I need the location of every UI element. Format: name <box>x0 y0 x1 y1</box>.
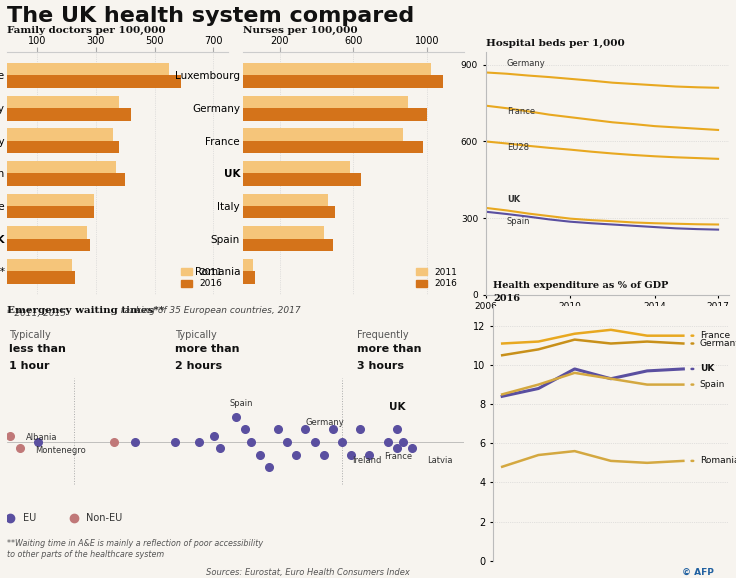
Bar <box>7 76 181 88</box>
Bar <box>7 206 94 218</box>
Legend: 2011, 2016: 2011, 2016 <box>414 266 459 290</box>
Bar <box>7 227 87 239</box>
Text: * 2011, 2015: * 2011, 2015 <box>7 309 66 318</box>
Text: 2 hours: 2 hours <box>174 361 222 372</box>
Text: Non-EU: Non-EU <box>86 513 123 523</box>
Legend: 2011, 2016: 2011, 2016 <box>179 266 224 290</box>
Text: more than: more than <box>174 344 239 354</box>
Bar <box>243 271 255 284</box>
Text: Spain: Spain <box>507 217 531 226</box>
Bar <box>243 239 333 251</box>
Text: UK: UK <box>507 195 520 204</box>
Bar <box>243 259 253 271</box>
Bar <box>243 128 403 141</box>
Bar <box>243 141 423 153</box>
Text: Montenegro: Montenegro <box>35 446 85 455</box>
Text: France: France <box>507 107 535 116</box>
Bar <box>7 173 125 186</box>
Text: Latvia: Latvia <box>427 456 453 465</box>
Text: Typically: Typically <box>9 329 51 340</box>
Bar <box>7 128 113 141</box>
Text: more than: more than <box>357 344 422 354</box>
Bar <box>243 161 350 173</box>
Text: , ranking of 35 European countries, 2017: , ranking of 35 European countries, 2017 <box>116 306 301 316</box>
Text: Sources: Eurostat, Euro Health Consumers Index: Sources: Eurostat, Euro Health Consumers… <box>206 568 410 577</box>
Text: 3 hours: 3 hours <box>357 361 404 372</box>
Bar <box>243 63 431 76</box>
Text: Nurses per 100,000: Nurses per 100,000 <box>243 25 358 35</box>
Text: Spain: Spain <box>230 399 253 408</box>
Text: less than: less than <box>9 344 66 354</box>
Text: Romania: Romania <box>700 457 736 465</box>
Bar <box>243 76 443 88</box>
Bar <box>7 63 169 76</box>
Text: Ireland: Ireland <box>352 456 381 465</box>
Bar <box>7 161 116 173</box>
Bar <box>243 173 361 186</box>
Text: 1 hour: 1 hour <box>9 361 49 372</box>
Text: Typically: Typically <box>174 329 216 340</box>
Text: Germany: Germany <box>305 418 344 427</box>
Bar <box>243 227 324 239</box>
Text: Spain: Spain <box>700 380 725 389</box>
Bar <box>243 108 427 120</box>
Bar <box>243 96 408 108</box>
Text: Hospital beds per 1,000: Hospital beds per 1,000 <box>486 39 625 49</box>
Text: The UK health system compared: The UK health system compared <box>7 6 414 26</box>
Text: France: France <box>385 452 413 461</box>
Text: © AFP: © AFP <box>682 568 714 577</box>
Bar <box>243 194 328 206</box>
Text: Germany: Germany <box>507 59 545 68</box>
Bar <box>7 141 119 153</box>
Text: Family doctors per 100,000: Family doctors per 100,000 <box>7 25 166 35</box>
Bar <box>7 194 94 206</box>
Bar <box>7 271 75 284</box>
Bar <box>7 239 90 251</box>
Text: Germany: Germany <box>700 339 736 348</box>
Text: UK: UK <box>700 365 714 373</box>
Bar <box>7 96 119 108</box>
Text: Health expenditure as % of GDP
2016: Health expenditure as % of GDP 2016 <box>493 281 668 303</box>
Text: UK: UK <box>389 402 405 412</box>
Text: Albania: Albania <box>26 434 57 442</box>
Text: EU: EU <box>23 513 36 523</box>
Text: **Waiting time in A&E is mainly a reflection of poor accessibility
to other part: **Waiting time in A&E is mainly a reflec… <box>7 539 263 559</box>
Text: Emergency waiting times**: Emergency waiting times** <box>7 306 165 316</box>
Bar <box>243 206 335 218</box>
Text: Frequently: Frequently <box>357 329 408 340</box>
Bar <box>7 259 72 271</box>
Text: EU28: EU28 <box>507 143 529 152</box>
Bar <box>7 108 131 120</box>
Text: France: France <box>700 331 730 340</box>
